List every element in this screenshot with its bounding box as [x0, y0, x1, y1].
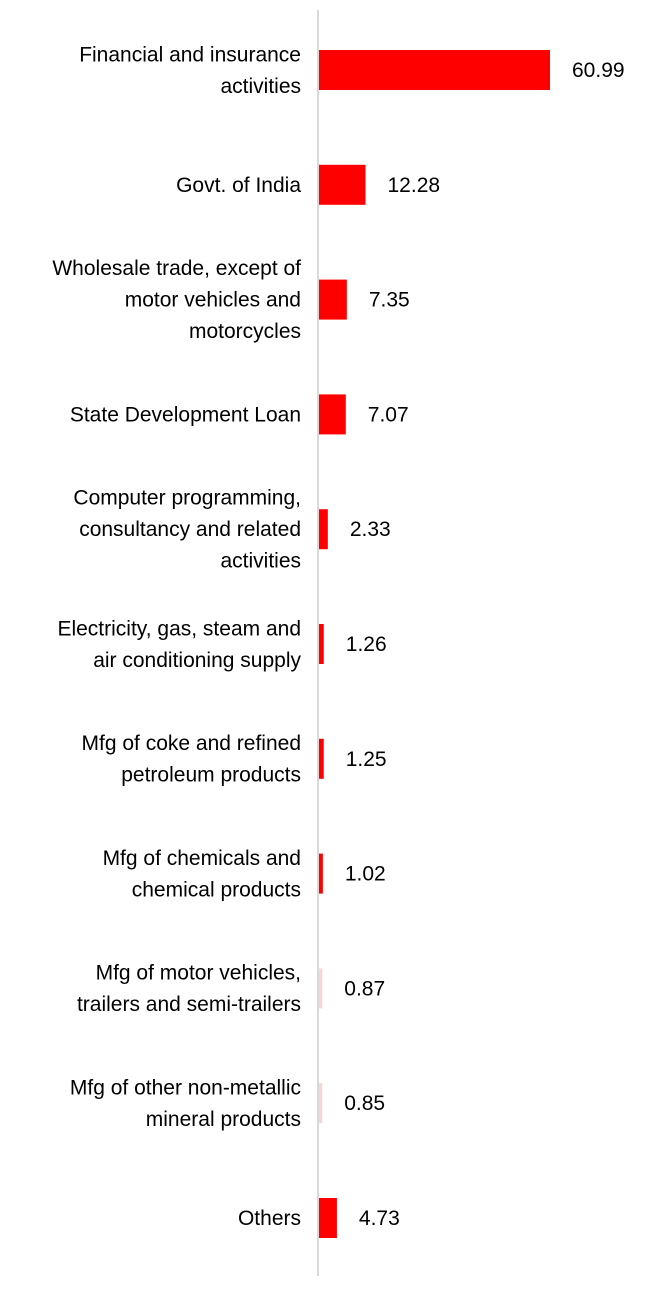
category-label-line: Mfg of motor vehicles,: [96, 962, 301, 985]
category-label-line: activities: [220, 550, 301, 573]
category-label-line: Govt. of India: [176, 174, 301, 197]
category-label-line: chemical products: [132, 878, 301, 901]
bar: [319, 624, 324, 664]
category-label: Govt. of India: [176, 174, 301, 197]
category-label-line: Computer programming,: [73, 487, 301, 510]
bar: [319, 50, 550, 90]
category-label-line: Wholesale trade, except of: [52, 257, 301, 280]
bar: [319, 738, 324, 779]
value-label: 12.28: [388, 174, 441, 197]
bar: [319, 164, 366, 205]
value-label: 2.33: [350, 518, 391, 541]
value-label: 7.35: [369, 289, 410, 312]
bar: [319, 853, 323, 894]
category-label-line: Mfg of coke and refined: [82, 732, 301, 755]
category-label-line: Others: [238, 1207, 301, 1230]
category-label: Mfg of coke and refined petroleum product…: [82, 732, 301, 787]
bar: [319, 1083, 323, 1124]
bars-layer: [319, 50, 550, 1238]
bar: [319, 394, 346, 435]
category-label: Mfg of other non-metallic mineral product…: [70, 1076, 301, 1131]
category-label: Financial and insurance activities: [79, 43, 301, 98]
category-label-line: mineral products: [146, 1108, 301, 1131]
value-label: 60.99: [572, 59, 625, 82]
bar: [319, 1198, 337, 1238]
category-label: Computer programming, consultancy and rel…: [73, 487, 301, 573]
category-label-line: Electricity, gas, steam and: [57, 617, 301, 640]
category-label: Others: [238, 1207, 301, 1230]
value-label: 0.85: [344, 1092, 385, 1115]
category-label-line: trailers and semi-trailers: [77, 993, 301, 1016]
value-label: 4.73: [359, 1207, 400, 1230]
value-label: 0.87: [344, 977, 385, 1000]
category-label-line: Mfg of other non-metallic: [70, 1076, 301, 1099]
category-labels-layer: Financial and insurance activities Govt. o…: [52, 43, 301, 1230]
category-label: State Development Loan: [70, 403, 301, 426]
bar: [319, 968, 323, 1009]
value-label: 7.07: [368, 403, 409, 426]
value-labels-layer: 60.99 12.28 7.35 7.07 2.33 1.26 1.25 1.02 0.87 0.…: [344, 59, 624, 1230]
category-label: Wholesale trade, except of motor vehicles…: [52, 257, 301, 343]
category-label-line: consultancy and related: [79, 518, 301, 541]
bar: [319, 509, 328, 550]
category-label-line: Financial and insurance: [79, 43, 301, 66]
category-label-line: motor vehicles and: [125, 289, 301, 312]
category-label-line: Mfg of chemicals and: [103, 847, 301, 870]
category-label: Mfg of chemicals and chemical products: [103, 847, 301, 902]
category-label: Electricity, gas, steam and air condition…: [57, 617, 301, 672]
category-label-line: air conditioning supply: [93, 649, 301, 672]
value-label: 1.26: [346, 633, 387, 656]
bar: [319, 279, 347, 320]
category-label-line: activities: [220, 75, 301, 98]
category-label-line: State Development Loan: [70, 403, 301, 426]
category-label-line: motorcycles: [189, 320, 301, 343]
value-label: 1.02: [345, 863, 386, 886]
category-label: Mfg of motor vehicles, trailers and semi-…: [77, 962, 301, 1017]
value-label: 1.25: [346, 748, 387, 771]
category-label-line: petroleum products: [121, 764, 301, 787]
